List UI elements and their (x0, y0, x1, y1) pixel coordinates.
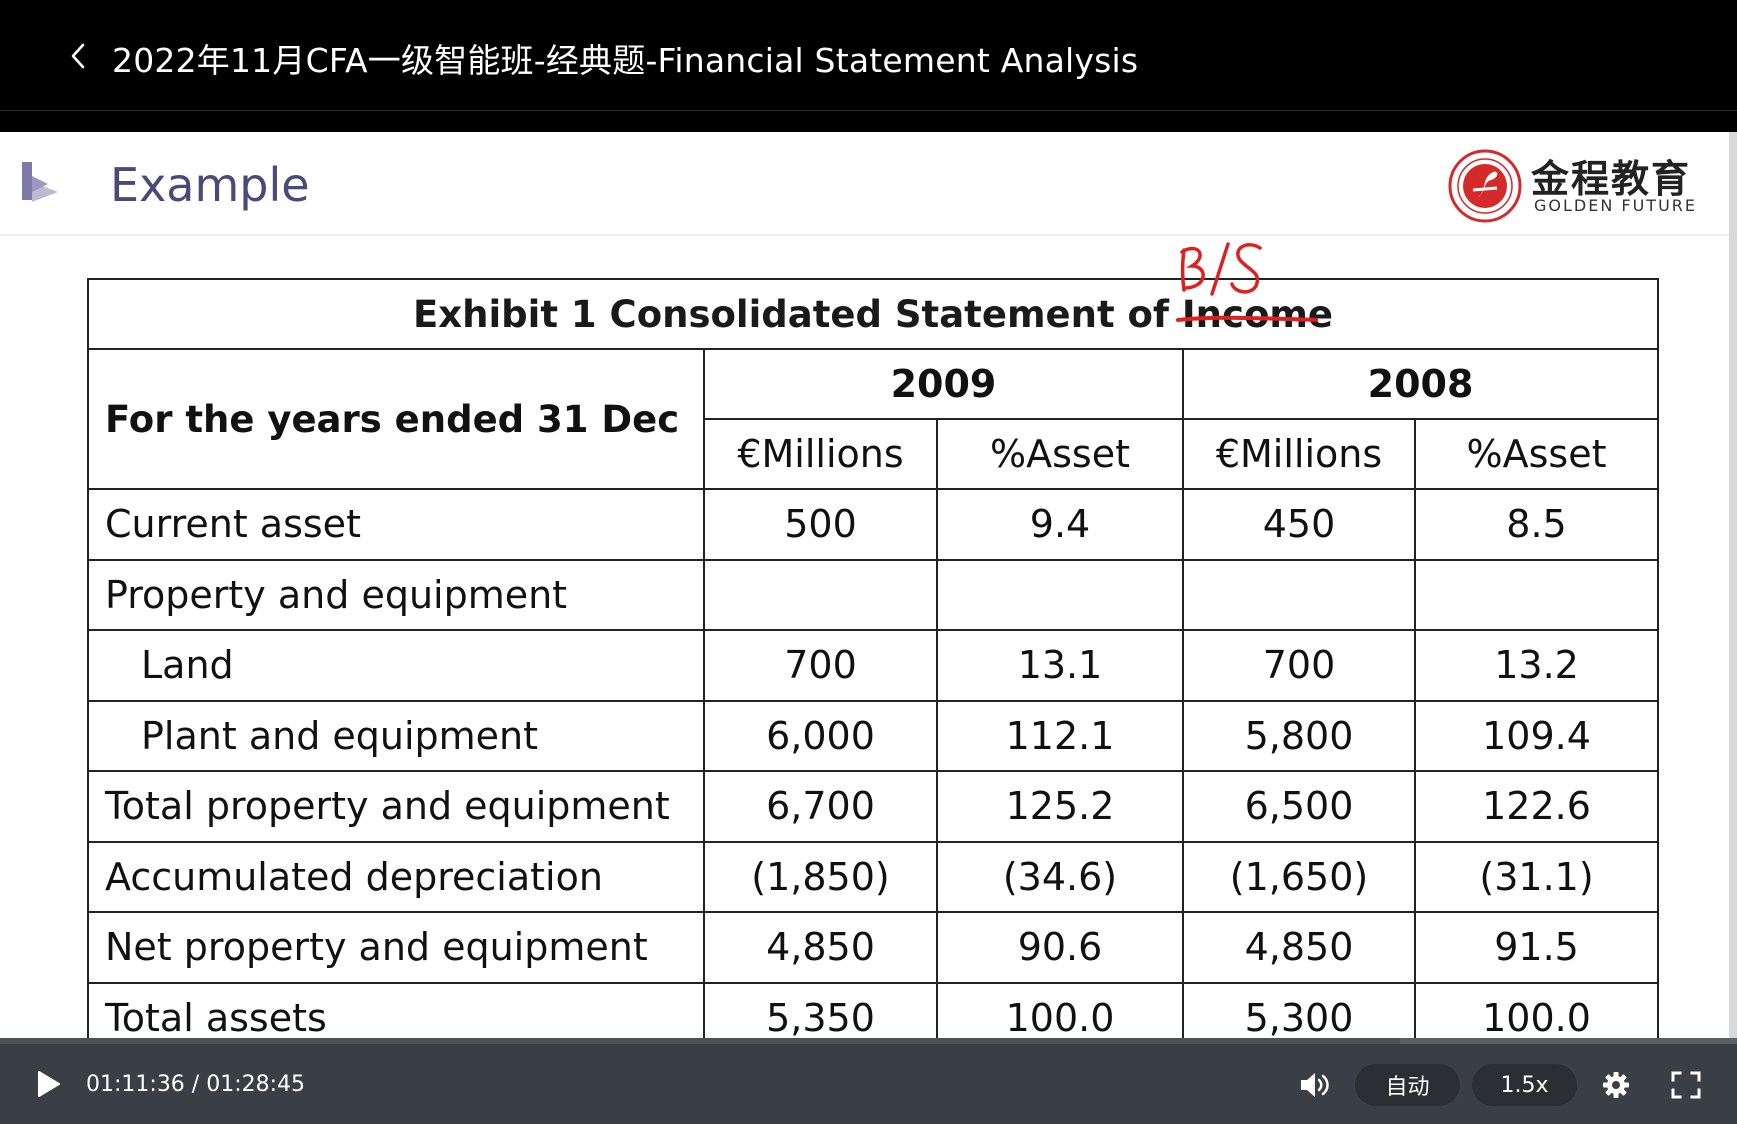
brand-name-cn: 金程教育 (1531, 157, 1692, 201)
cell-value: 125.2 (936, 770, 1184, 843)
row-label: Plant and equipment (87, 699, 705, 772)
cell-value (703, 558, 938, 631)
table-row: Accumulated depreciation (1,850) (34.6) … (87, 840, 1660, 913)
fullscreen-icon[interactable] (1671, 1071, 1701, 1099)
row-label: Total property and equipment (87, 770, 705, 843)
column-header: %Asset (936, 418, 1184, 490)
row-label: Current asset (87, 488, 705, 561)
cell-value: 700 (1182, 629, 1416, 702)
table-row: Current asset 500 9.4 450 8.5 (87, 488, 1660, 561)
column-header: %Asset (1413, 418, 1660, 490)
column-header: €Millions (703, 418, 938, 490)
row-header: For the years ended 31 Dec (87, 348, 705, 490)
exhibit-table: Exhibit 1 Consolidated Statement of Inco… (86, 278, 1660, 1044)
table-row: Net property and equipment 4,850 90.6 4,… (87, 911, 1660, 984)
cell-value (1413, 558, 1660, 631)
cell-value: 9.4 (936, 488, 1184, 561)
cell-value: 4,850 (1182, 911, 1416, 984)
cell-value: 91.5 (1413, 911, 1660, 984)
table-row: Plant and equipment 6,000 112.1 5,800 10… (87, 699, 1660, 772)
chevron-left-icon (71, 43, 85, 69)
year-header: 2008 (1181, 348, 1660, 420)
row-label: Property and equipment (87, 558, 705, 631)
row-label: Total assets (87, 981, 705, 1044)
brand-name-en: GOLDEN FUTURE (1534, 196, 1698, 215)
cell-value: 450 (1182, 488, 1416, 561)
video-player[interactable]: Example 金程教育 GOLDEN FUTURE Exhibit 1 Con… (0, 132, 1737, 1044)
cell-value: (31.1) (1413, 840, 1660, 913)
cell-value: 13.2 (1413, 629, 1660, 702)
cell-value: 4,850 (703, 911, 938, 984)
cell-value: 700 (703, 629, 938, 702)
quality-button[interactable]: 自动 (1355, 1064, 1460, 1106)
cell-value: (1,650) (1182, 840, 1416, 913)
brand-logo: 金程教育 GOLDEN FUTURE (1447, 146, 1699, 226)
cell-value: 100.0 (936, 981, 1184, 1044)
cell-value: 122.6 (1413, 770, 1660, 843)
back-button[interactable] (62, 36, 94, 76)
cell-value: 5,350 (703, 981, 938, 1044)
play-icon[interactable] (32, 1068, 64, 1100)
cell-value: 112.1 (936, 699, 1184, 772)
cell-value: 5,300 (1182, 981, 1416, 1044)
cell-value: (1,850) (703, 840, 938, 913)
table-row: Property and equipment (87, 558, 1660, 631)
cell-value (936, 558, 1184, 631)
cell-value (1182, 558, 1416, 631)
column-header: €Millions (1182, 418, 1416, 490)
cell-value: 5,800 (1182, 699, 1416, 772)
progress-bar[interactable] (0, 1038, 1737, 1044)
top-bar: 2022年11月CFA一级智能班-经典题-Financial Statement… (0, 0, 1737, 111)
cell-value: 6,000 (703, 699, 938, 772)
slide-logo-mark-icon (22, 162, 58, 202)
course-title: 2022年11月CFA一级智能班-经典题-Financial Statement… (112, 41, 1139, 80)
volume-icon[interactable] (1298, 1070, 1332, 1100)
cell-value: 109.4 (1413, 699, 1660, 772)
cell-value: 6,700 (703, 770, 938, 843)
cell-value: (34.6) (936, 840, 1184, 913)
slide-heading: Example (110, 158, 310, 212)
row-label: Net property and equipment (87, 911, 705, 984)
row-label: Land (87, 629, 705, 702)
brand-seal-icon (1448, 149, 1522, 223)
cell-value: 500 (703, 488, 938, 561)
row-label: Accumulated depreciation (87, 840, 705, 913)
cell-value: 8.5 (1413, 488, 1660, 561)
cell-value: 90.6 (936, 911, 1184, 984)
slide-header: Example 金程教育 GOLDEN FUTURE (0, 132, 1729, 236)
exhibit-caption: Exhibit 1 Consolidated Statement of Inco… (86, 278, 1660, 350)
progress-played (0, 1038, 1401, 1044)
video-edge (1729, 132, 1737, 1044)
table-row: Total assets 5,350 100.0 5,300 100.0 (87, 981, 1660, 1044)
gear-icon[interactable] (1602, 1071, 1630, 1099)
table-row: Land 700 13.1 700 13.2 (87, 629, 1660, 702)
speed-button[interactable]: 1.5x (1472, 1064, 1577, 1106)
time-display: 01:11:36 / 01:28:45 (86, 1072, 306, 1097)
table-row: Total property and equipment 6,700 125.2… (87, 770, 1660, 843)
cell-value: 13.1 (936, 629, 1184, 702)
cell-value: 6,500 (1182, 770, 1416, 843)
cell-value: 100.0 (1413, 981, 1660, 1044)
year-header: 2009 (703, 348, 1184, 420)
